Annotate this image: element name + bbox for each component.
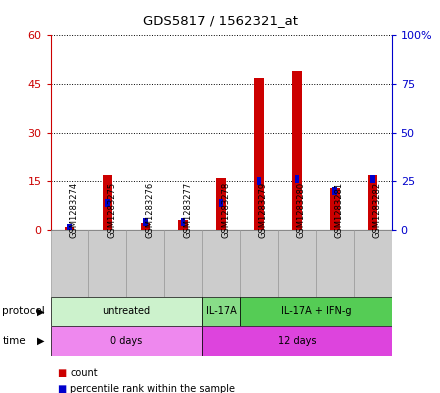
Text: GSM1283274: GSM1283274: [70, 182, 79, 238]
Bar: [278, 230, 316, 297]
Bar: [103, 175, 112, 230]
Bar: [67, 224, 72, 232]
Text: protocol: protocol: [2, 307, 45, 316]
Text: untreated: untreated: [103, 307, 150, 316]
Text: percentile rank within the sample: percentile rank within the sample: [70, 384, 235, 393]
Text: ▶: ▶: [37, 336, 44, 346]
Bar: [257, 177, 261, 185]
Text: time: time: [2, 336, 26, 346]
Text: count: count: [70, 368, 98, 378]
Bar: [51, 230, 88, 297]
Text: GSM1283282: GSM1283282: [373, 182, 381, 238]
Bar: [65, 227, 74, 230]
Bar: [330, 188, 340, 230]
Bar: [126, 230, 164, 297]
Text: IL-17A + IFN-g: IL-17A + IFN-g: [281, 307, 351, 316]
Text: ■: ■: [57, 384, 66, 393]
Bar: [179, 220, 188, 230]
Text: GSM1283277: GSM1283277: [183, 182, 192, 238]
Bar: [370, 175, 375, 183]
Bar: [202, 230, 240, 297]
Bar: [368, 175, 378, 230]
Bar: [202, 297, 240, 326]
Bar: [240, 230, 278, 297]
Bar: [164, 230, 202, 297]
Bar: [51, 326, 202, 356]
Text: GSM1283279: GSM1283279: [259, 182, 268, 238]
Bar: [219, 199, 224, 207]
Text: ▶: ▶: [37, 307, 44, 316]
Text: IL-17A: IL-17A: [206, 307, 236, 316]
Bar: [143, 218, 147, 226]
Bar: [292, 71, 301, 230]
Text: GDS5817 / 1562321_at: GDS5817 / 1562321_at: [143, 14, 297, 27]
Text: GSM1283278: GSM1283278: [221, 182, 230, 238]
Bar: [254, 77, 264, 230]
Text: 12 days: 12 days: [278, 336, 316, 346]
Text: 0 days: 0 days: [110, 336, 143, 346]
Text: GSM1283280: GSM1283280: [297, 182, 306, 238]
Bar: [240, 297, 392, 326]
Bar: [316, 230, 354, 297]
Bar: [181, 218, 186, 226]
Text: GSM1283275: GSM1283275: [107, 182, 117, 238]
Bar: [88, 230, 126, 297]
Bar: [202, 326, 392, 356]
Text: GSM1283276: GSM1283276: [145, 182, 154, 238]
Bar: [105, 199, 110, 207]
Bar: [141, 223, 150, 230]
Text: GSM1283281: GSM1283281: [335, 182, 344, 238]
Bar: [354, 230, 392, 297]
Text: ■: ■: [57, 368, 66, 378]
Bar: [295, 175, 299, 183]
Bar: [216, 178, 226, 230]
Bar: [333, 187, 337, 195]
Bar: [51, 297, 202, 326]
